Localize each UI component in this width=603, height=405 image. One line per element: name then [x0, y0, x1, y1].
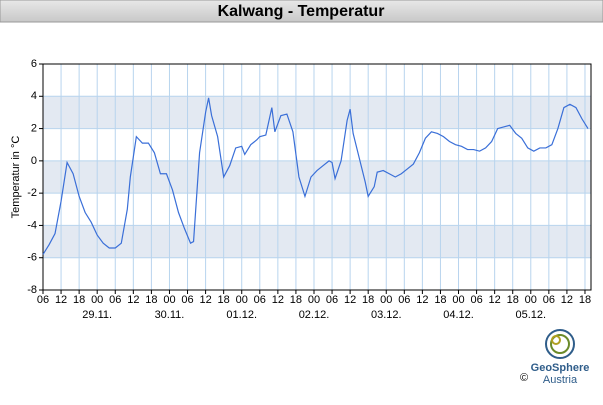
x-tick-label: 18 — [362, 294, 374, 306]
grid-band — [43, 96, 591, 129]
y-tick-label: -6 — [27, 252, 37, 264]
x-date-label: 02.12. — [299, 309, 330, 321]
x-tick-label: 12 — [489, 294, 501, 306]
y-tick-label: -2 — [27, 187, 37, 199]
x-tick-label: 18 — [434, 294, 446, 306]
x-tick-label: 00 — [452, 294, 464, 306]
x-tick-label: 12 — [272, 294, 284, 306]
x-tick-label: 06 — [254, 294, 266, 306]
x-tick-label: 18 — [290, 294, 302, 306]
x-tick-label: 18 — [579, 294, 591, 306]
y-tick-label: -4 — [27, 219, 37, 231]
x-tick-label: 00 — [91, 294, 103, 306]
x-tick-label: 18 — [218, 294, 230, 306]
grid-band — [43, 225, 591, 258]
x-tick-label: 06 — [326, 294, 338, 306]
x-tick-label: 18 — [73, 294, 85, 306]
x-tick-label: 06 — [37, 294, 49, 306]
x-tick-label: 06 — [109, 294, 121, 306]
y-tick-label: -8 — [27, 284, 37, 296]
x-tick-label: 12 — [199, 294, 211, 306]
x-date-label: 29.11. — [82, 309, 112, 321]
x-tick-label: 18 — [145, 294, 157, 306]
grid-band — [43, 160, 591, 194]
chart-title: Kalwang - Temperatur — [218, 3, 385, 20]
x-tick-label: 12 — [55, 294, 67, 306]
x-date-label: 05.12. — [515, 309, 546, 321]
title-bar — [0, 0, 603, 23]
y-axis-label: Temperatur in °C — [10, 136, 22, 219]
y-tick-label: 2 — [31, 122, 37, 134]
x-date-label: 03.12. — [371, 309, 402, 321]
y-tick-label: 6 — [31, 58, 37, 70]
brand: GeoSphere — [531, 362, 590, 374]
x-tick-label: 06 — [543, 294, 555, 306]
x-tick-label: 06 — [398, 294, 410, 306]
logo — [545, 329, 575, 359]
x-tick-label: 12 — [416, 294, 428, 306]
x-tick-label: 12 — [127, 294, 139, 306]
x-tick-label: 18 — [507, 294, 519, 306]
x-tick-label: 06 — [181, 294, 193, 306]
x-date-label: 01.12. — [226, 309, 257, 321]
x-tick-label: 00 — [525, 294, 537, 306]
plot: 06 12 18 00 06 12 18 00 06 12 18 00 06 12 18 00 06 12 18 00… — [27, 58, 592, 321]
x-date-label: 30.11. — [155, 309, 185, 321]
x-tick-label: 00 — [236, 294, 248, 306]
temperature-line — [42, 97, 589, 255]
x-tick-label: 00 — [163, 294, 175, 306]
x-tick-label: 06 — [470, 294, 482, 306]
x-tick-label: 12 — [344, 294, 356, 306]
x-date-label: 04.12. — [443, 309, 474, 321]
x-tick-label: 00 — [380, 294, 392, 306]
y-tick-label: 4 — [31, 90, 37, 102]
x-tick-label: 12 — [561, 294, 573, 306]
y-tick-label: 0 — [31, 155, 37, 167]
plot-border — [42, 63, 592, 291]
x-tick-label: 00 — [308, 294, 320, 306]
brand-sub: Austria — [543, 374, 578, 386]
copyright: © — [520, 372, 528, 384]
